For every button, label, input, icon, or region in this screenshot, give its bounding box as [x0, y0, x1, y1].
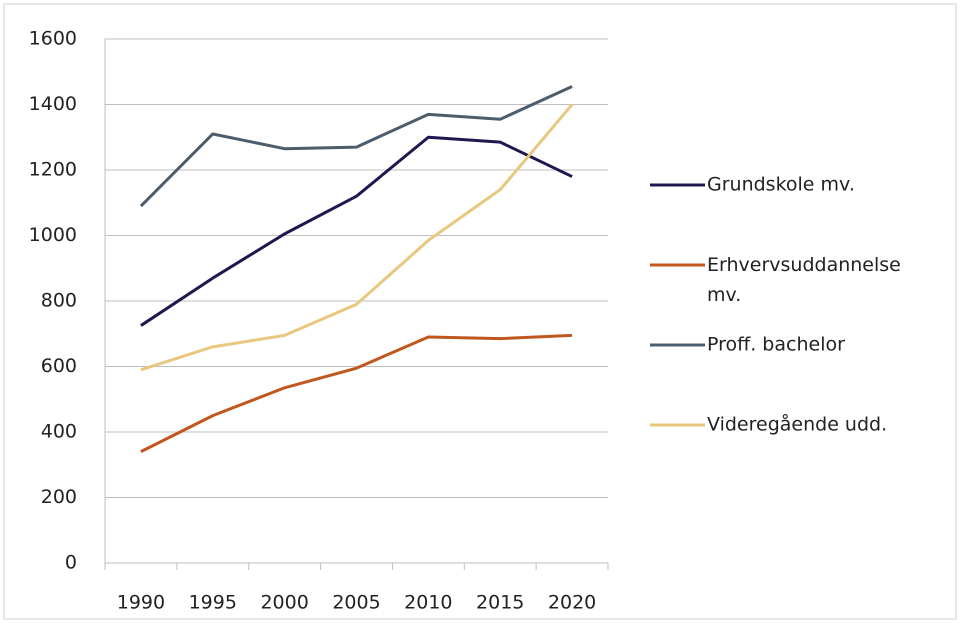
x-tick-label: 2010: [404, 592, 452, 614]
y-tick-label: 1000: [29, 224, 77, 246]
legend-label: Proff. bachelor: [707, 334, 845, 356]
series-line: [140, 333, 573, 453]
y-tick-label: 600: [41, 355, 77, 377]
y-tick-label: 200: [41, 486, 77, 508]
x-tick-label: 1990: [117, 592, 165, 614]
x-tick-label: 2000: [260, 592, 308, 614]
series-line: [139, 85, 573, 208]
series-line: [140, 135, 573, 327]
x-tick-label: 1995: [189, 592, 237, 614]
chart-border: [3, 3, 957, 620]
y-tick-label: 800: [41, 290, 77, 312]
y-tick-label: 1400: [29, 93, 77, 115]
y-tick-label: 1200: [29, 159, 77, 181]
x-tick-label: 2005: [332, 592, 380, 614]
legend-label: Grundskole mv.: [707, 174, 855, 196]
legend-label: Videregående udd.: [707, 413, 887, 436]
y-tick-label: 400: [41, 421, 77, 443]
x-tick-label: 2020: [548, 592, 596, 614]
x-tick-label: 2015: [476, 592, 524, 614]
series-line: [140, 103, 574, 372]
y-tick-label: 1600: [29, 28, 77, 50]
legend-label: Erhvervsuddannelse mv.: [707, 254, 901, 306]
y-tick-label: 0: [65, 552, 77, 574]
